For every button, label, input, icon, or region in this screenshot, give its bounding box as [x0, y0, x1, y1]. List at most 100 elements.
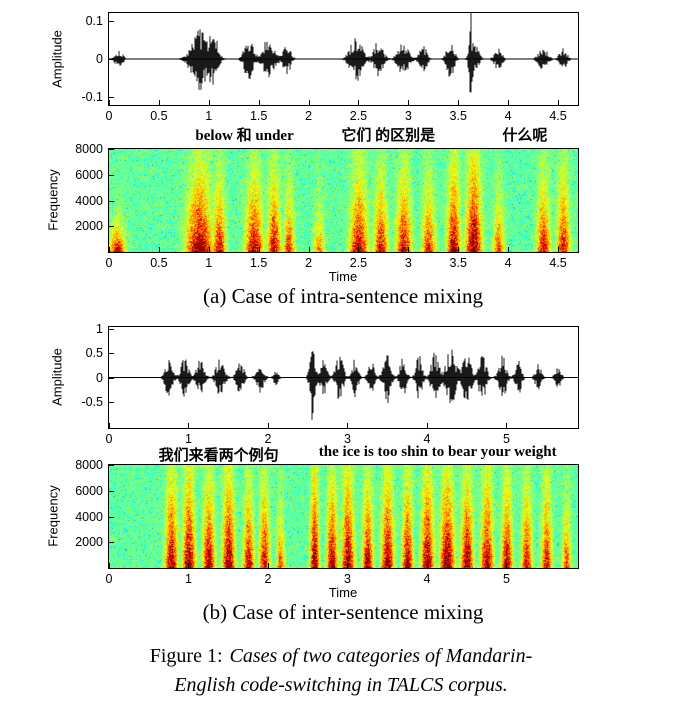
transcript-text: 什么呢	[502, 128, 548, 144]
x-tick-mark	[558, 247, 560, 252]
figure-caption-number: Figure 1:	[149, 645, 223, 667]
x-tick-mark	[258, 100, 260, 105]
x-tick-label: 3	[343, 572, 351, 586]
x-tick-mark	[267, 423, 269, 428]
x-tick-mark	[208, 247, 210, 252]
x-tick-mark	[267, 563, 269, 568]
y-tick-mark	[109, 542, 114, 544]
x-tick-label: 2	[264, 432, 272, 446]
y-axis-label-amplitude-b: Amplitude	[49, 348, 65, 406]
x-tick-label: 0	[105, 572, 113, 586]
x-tick-mark	[158, 100, 160, 105]
transcript-text: 我们来看两个例句	[158, 448, 279, 464]
y-tick-label: -0.1	[81, 90, 103, 105]
x-tick-label: 1	[205, 256, 213, 270]
x-tick-mark	[458, 247, 460, 252]
y-tick-label: 6000	[75, 167, 103, 182]
y-tick-label: 0.5	[85, 346, 103, 361]
caption-panel-a: (a) Case of intra-sentence mixing	[203, 284, 483, 308]
transcript-text: 它们 的区别是	[341, 128, 436, 144]
waveform-plot-b	[108, 326, 579, 429]
figure-caption-line1: Figure 1: Cases of two categories of Mand…	[150, 642, 533, 671]
x-tick-label: 3	[404, 109, 412, 123]
y-tick-mark	[109, 465, 114, 466]
x-tick-mark	[508, 247, 510, 252]
figure-caption: Figure 1: Cases of two categories of Mand…	[150, 642, 533, 700]
x-tick-mark	[158, 247, 160, 252]
x-tick-mark	[188, 563, 190, 568]
x-tick-label: 0.5	[150, 256, 168, 270]
transcript-annotations-b: 我们来看两个例句 the ice is too shin to bear your…	[108, 444, 579, 464]
y-tick-mark	[109, 97, 114, 99]
x-tick-label: 5	[502, 572, 510, 586]
y-tick-mark	[109, 149, 114, 150]
y-tick-mark	[109, 377, 114, 379]
x-tick-label: 2.5	[349, 256, 368, 270]
x-tick-mark	[109, 100, 110, 105]
x-tick-mark	[458, 100, 460, 105]
y-tick-mark	[109, 59, 114, 60]
x-tick-mark	[109, 247, 110, 252]
x-tick-label: 4	[504, 109, 512, 123]
x-tick-label: 0	[105, 256, 113, 270]
spectrogram-plot-a	[108, 148, 579, 253]
waveform-trace-a	[109, 13, 578, 93]
x-tick-mark	[426, 423, 428, 428]
waveform-plot-a	[108, 12, 579, 106]
y-tick-label: 8000	[75, 142, 103, 156]
x-tick-mark	[109, 563, 110, 568]
y-tick-mark	[109, 516, 114, 518]
y-tick-mark	[109, 226, 114, 228]
transcript-annotations-a: below 和 under 它们 的区别是 什么呢	[108, 124, 579, 144]
x-tick-label: 3	[404, 256, 412, 270]
y-tick-label: 4000	[75, 193, 103, 208]
x-tick-mark	[308, 247, 310, 252]
y-tick-label: 1	[96, 322, 103, 337]
waveform-trace-b	[109, 349, 578, 420]
x-tick-mark	[109, 423, 110, 428]
transcript-text: the ice is too shin to bear your weight	[318, 444, 557, 460]
y-axis-label-frequency-b: Frequency	[45, 485, 61, 547]
x-tick-label: 1.5	[249, 109, 268, 123]
x-tick-label: 1.5	[249, 256, 268, 270]
y-tick-label: 4000	[75, 509, 103, 524]
x-tick-mark	[347, 563, 349, 568]
y-tick-label: 0	[96, 370, 103, 385]
y-tick-mark	[109, 353, 114, 355]
spectrogram-plot-b	[108, 464, 579, 569]
y-tick-label: 6000	[75, 483, 103, 498]
transcript-text: below 和 under	[195, 128, 294, 144]
figure-caption-text-line2: English code-switching in TALCS corpus.	[174, 674, 508, 696]
x-axis-label-time-a: Time	[328, 269, 358, 284]
x-tick-label: 3.5	[449, 109, 467, 123]
x-tick-mark	[258, 247, 260, 252]
x-tick-label: 4	[423, 572, 431, 586]
y-tick-label: 8000	[75, 458, 103, 472]
y-tick-label: -0.5	[81, 394, 103, 409]
x-tick-mark	[358, 100, 360, 105]
spectrogram-image-a	[109, 149, 578, 252]
caption-panel-b: (b) Case of inter-sentence mixing	[202, 600, 484, 624]
y-tick-mark	[109, 174, 114, 176]
y-tick-label: 2000	[75, 535, 103, 550]
y-tick-label: 2000	[75, 219, 103, 234]
x-tick-mark	[347, 423, 349, 428]
x-tick-label: 3.5	[449, 256, 467, 270]
x-tick-mark	[208, 100, 210, 105]
x-tick-mark	[408, 100, 410, 105]
x-tick-label: 1	[185, 432, 192, 446]
x-tick-mark	[558, 100, 560, 105]
figure-caption-text-line1: Cases of two categories of Mandarin-	[229, 645, 533, 667]
y-tick-mark	[109, 329, 114, 331]
x-tick-mark	[508, 100, 510, 105]
x-tick-label: 2	[305, 109, 313, 123]
x-tick-label: 0.5	[150, 109, 168, 123]
y-tick-mark	[109, 200, 114, 202]
y-axis-label-amplitude-a: Amplitude	[49, 30, 65, 88]
x-tick-mark	[188, 423, 190, 428]
x-tick-mark	[506, 423, 508, 428]
x-tick-mark	[358, 247, 360, 252]
x-tick-label: 4	[504, 256, 512, 270]
x-tick-label: 4.5	[549, 109, 567, 123]
